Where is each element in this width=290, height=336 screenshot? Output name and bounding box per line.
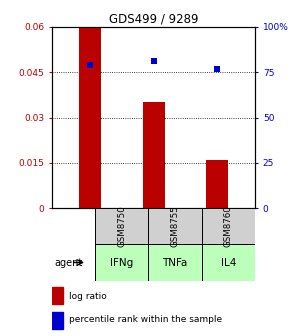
Bar (95, 245, 148, 281)
Text: log ratio: log ratio (70, 292, 107, 301)
Bar (148, 208, 202, 245)
Point (215, 66, 220, 71)
Text: IL4: IL4 (221, 257, 236, 267)
Bar (95, 208, 148, 245)
Point (151, 59, 156, 64)
Bar (206, 160, 228, 208)
Bar (52, 312, 63, 329)
Bar (143, 102, 165, 208)
Title: GDS499 / 9289: GDS499 / 9289 (109, 13, 198, 26)
Text: GSM8750: GSM8750 (117, 206, 126, 247)
Point (88, 62, 93, 68)
Bar (79, 27, 101, 208)
Bar (202, 208, 255, 245)
Text: TNFa: TNFa (162, 257, 188, 267)
Bar (202, 245, 255, 281)
Bar (148, 245, 202, 281)
Text: GSM8755: GSM8755 (171, 206, 180, 247)
Text: GSM8760: GSM8760 (224, 206, 233, 247)
Bar (52, 287, 63, 304)
Text: IFNg: IFNg (110, 257, 133, 267)
Text: percentile rank within the sample: percentile rank within the sample (70, 315, 223, 324)
Text: agent: agent (55, 257, 83, 267)
